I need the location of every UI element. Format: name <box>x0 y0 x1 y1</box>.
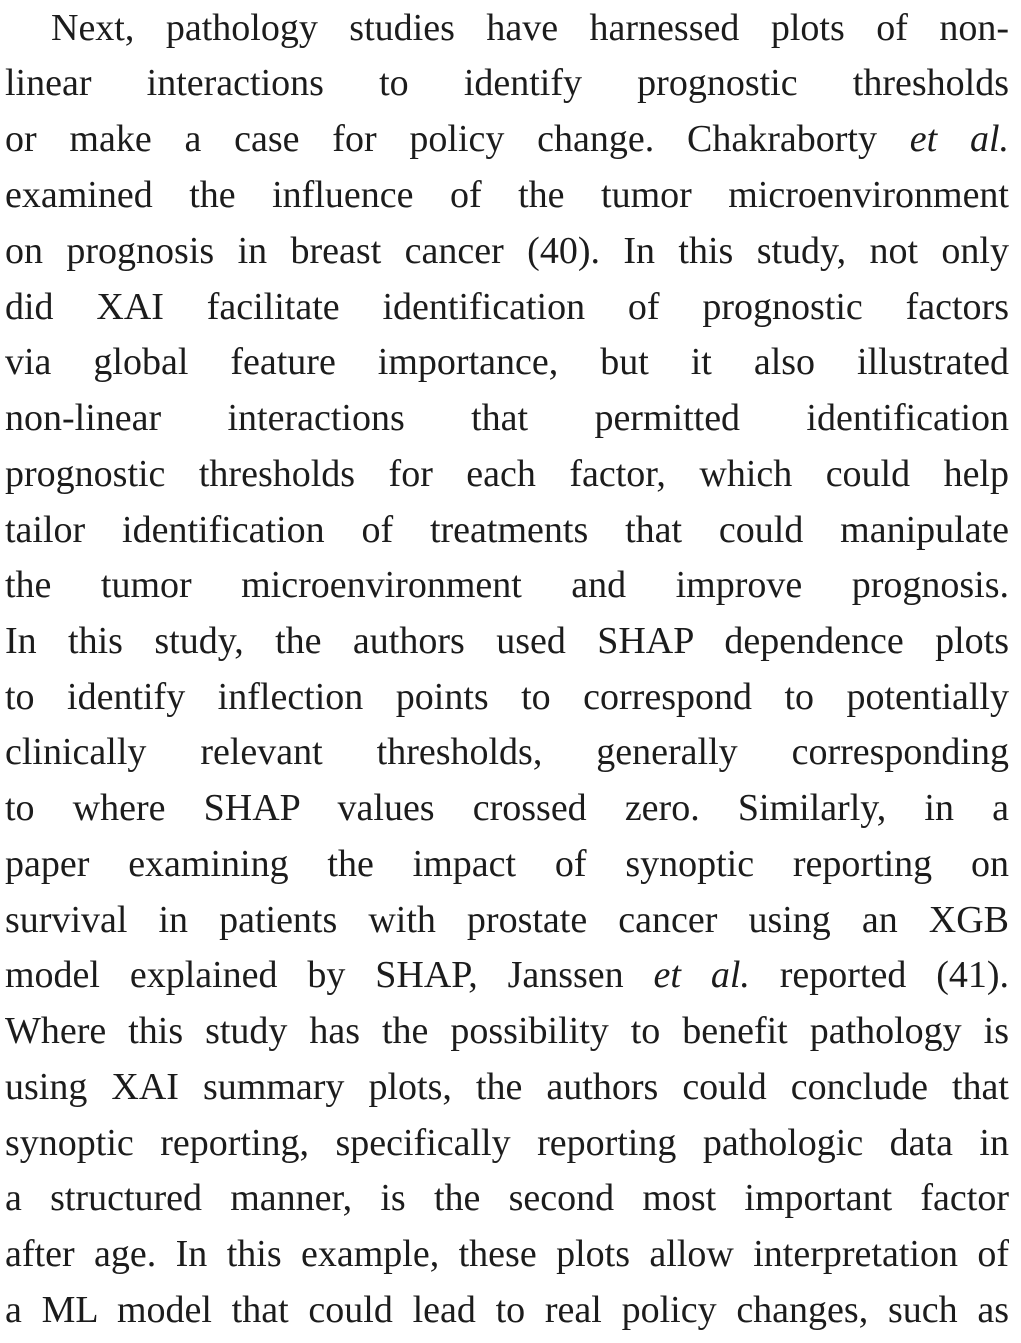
text-line-23: after age. In this example, these plots … <box>5 1233 1009 1275</box>
paper-page: Next, pathology studies have harnessed p… <box>5 0 1009 1343</box>
text-line-10: tailor identification of treatments that… <box>5 509 1009 551</box>
text-line-15: to where SHAP values crossed zero. Simil… <box>5 787 1009 829</box>
text-line-12: In this study, the authors used SHAP dep… <box>5 620 1009 662</box>
text-line-14: clinically relevant thresholds, generall… <box>5 731 1009 773</box>
text-line-6: did XAI facilitate identification of pro… <box>5 286 1009 328</box>
text-line-20: using XAI summary plots, the authors cou… <box>5 1066 1009 1108</box>
text-line-9: prognostic thresholds for each factor, w… <box>5 453 1009 495</box>
text-line-22: a structured manner, is the second most … <box>5 1177 1009 1219</box>
text-line-4: examined the influence of the tumor micr… <box>5 174 1009 216</box>
text-line-16: paper examining the impact of synoptic r… <box>5 843 1009 885</box>
text-line-24: a ML model that could lead to real polic… <box>5 1289 1009 1331</box>
text-line-7: via global feature importance, but it al… <box>5 341 1009 383</box>
text-line-19: Where this study has the possibility to … <box>5 1010 1009 1052</box>
text-line-1: Next, pathology studies have harnessed p… <box>51 7 1009 49</box>
text-line-5: on prognosis in breast cancer (40). In t… <box>5 230 1009 272</box>
text-line-17: survival in patients with prostate cance… <box>5 899 1009 941</box>
text-line-21: synoptic reporting, specifically reporti… <box>5 1122 1009 1164</box>
et-al-italic: et al. <box>653 954 750 996</box>
text-line-11: the tumor microenvironment and improve p… <box>5 564 1009 606</box>
text-line-18: model explained by SHAP, Janssen et al. … <box>5 954 1009 996</box>
text-line-13: to identify inflection points to corresp… <box>5 676 1009 718</box>
text-line-8: non-linear interactions that permitted i… <box>5 397 1009 439</box>
text-line-3: or make a case for policy change. Chakra… <box>5 118 1009 160</box>
et-al-italic: et al. <box>909 118 1009 160</box>
text-line-2: linear interactions to identify prognost… <box>5 62 1009 104</box>
